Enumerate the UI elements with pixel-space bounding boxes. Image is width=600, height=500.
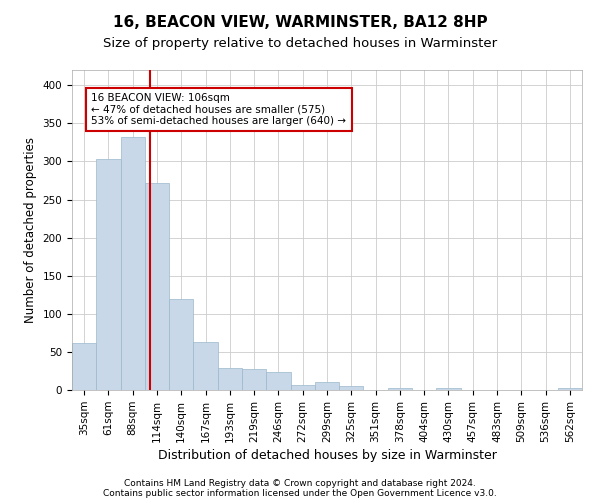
Bar bbox=[339, 386, 364, 390]
Bar bbox=[436, 388, 461, 390]
X-axis label: Distribution of detached houses by size in Warminster: Distribution of detached houses by size … bbox=[158, 449, 496, 462]
Text: Size of property relative to detached houses in Warminster: Size of property relative to detached ho… bbox=[103, 38, 497, 51]
Text: 16 BEACON VIEW: 106sqm
← 47% of detached houses are smaller (575)
53% of semi-de: 16 BEACON VIEW: 106sqm ← 47% of detached… bbox=[91, 93, 346, 126]
Bar bbox=[72, 343, 96, 390]
Y-axis label: Number of detached properties: Number of detached properties bbox=[24, 137, 37, 323]
Text: Contains public sector information licensed under the Open Government Licence v3: Contains public sector information licen… bbox=[103, 488, 497, 498]
Bar bbox=[290, 384, 315, 390]
Bar bbox=[558, 388, 582, 390]
Bar bbox=[145, 183, 169, 390]
Bar bbox=[193, 342, 218, 390]
Bar bbox=[388, 388, 412, 390]
Bar bbox=[218, 368, 242, 390]
Bar bbox=[169, 298, 193, 390]
Bar bbox=[96, 159, 121, 390]
Text: Contains HM Land Registry data © Crown copyright and database right 2024.: Contains HM Land Registry data © Crown c… bbox=[124, 478, 476, 488]
Bar bbox=[121, 137, 145, 390]
Bar bbox=[242, 370, 266, 390]
Bar bbox=[315, 382, 339, 390]
Text: 16, BEACON VIEW, WARMINSTER, BA12 8HP: 16, BEACON VIEW, WARMINSTER, BA12 8HP bbox=[113, 15, 487, 30]
Bar bbox=[266, 372, 290, 390]
